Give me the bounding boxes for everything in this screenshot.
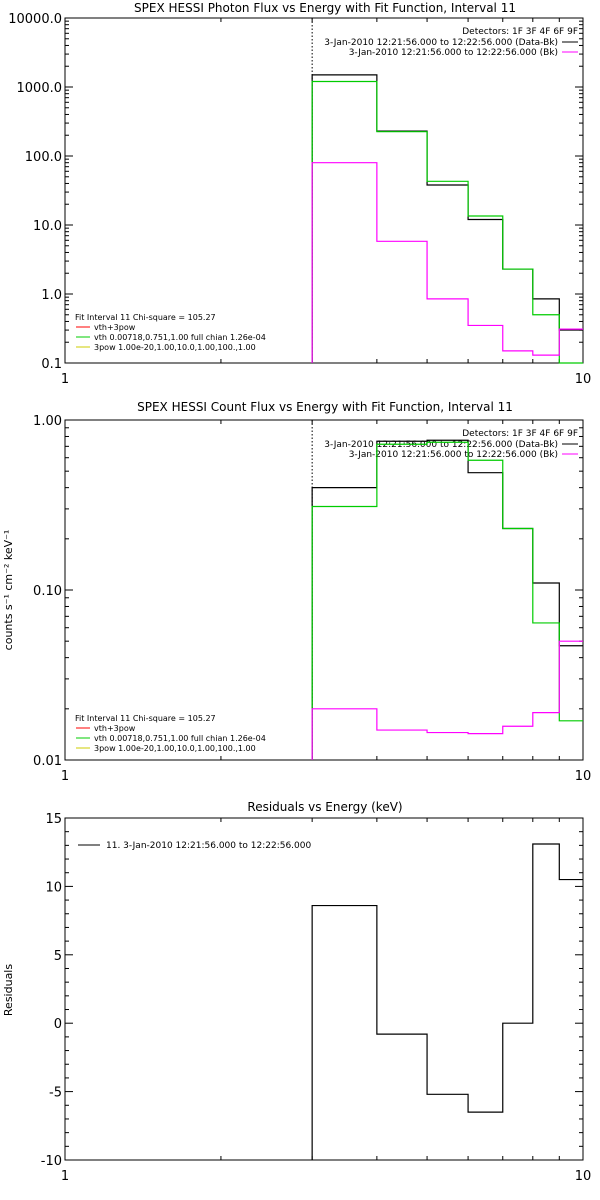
count-y-tick-label: 0.10: [33, 584, 62, 599]
photon-y-tick-label: 1.0: [41, 288, 62, 303]
photon-fit-line-3: 3pow 1.00e-20,1.00,10.0,1.00,100.,1.00: [94, 343, 256, 352]
photon-y-tick-label: 1000.0: [17, 81, 63, 96]
count-data-legend-label: 3-Jan-2010 12:21:56.000 to 12:22:56.000 …: [324, 440, 558, 450]
series-data-bk-line: [311, 74, 583, 363]
count-series-group: [311, 439, 583, 760]
photon-y-tick-label: 10.0: [33, 219, 62, 234]
count-flux-panel: SPEX HESSI Count Flux vs Energy with Fit…: [2, 400, 591, 784]
count-x-tick-label: 10: [575, 769, 592, 784]
residuals-legend-label: 11. 3-Jan-2010 12:21:56.000 to 12:22:56.…: [106, 841, 311, 851]
count-y-tick-label: 0.01: [33, 754, 62, 769]
photon-flux-panel: SPEX HESSI Photon Flux vs Energy with Fi…: [8, 1, 591, 387]
photon-y-axis: 0.1 1.0 10.0 100.0 1000.0 10000.0: [8, 12, 583, 372]
residuals-y-tick-label: 0: [54, 1017, 62, 1032]
count-bk-legend-label: 3-Jan-2010 12:21:56.000 to 12:22:56.000 …: [349, 450, 558, 460]
photon-series-group: [311, 74, 583, 364]
count-x-axis: 1 10: [61, 420, 591, 784]
photon-x-axis: 1 10: [61, 18, 591, 387]
residuals-y-axis: -10 -5 0 5 10 15: [41, 812, 583, 1169]
photon-fit-line-1: vth+3pow: [94, 323, 136, 332]
count-detectors-label: Detectors: 1F 3F 4F 6F 9F: [462, 429, 578, 439]
residuals-step-line: [311, 843, 583, 1160]
count-fit-title: Fit Interval 11 Chi-square = 105.27: [75, 714, 216, 723]
residuals-y-tick-label: 5: [54, 949, 62, 964]
residuals-y-tick-label: -5: [49, 1086, 62, 1101]
count-y-axis: 0.01 0.10 1.00: [33, 414, 583, 769]
photon-detectors-label: Detectors: 1F 3F 4F 6F 9F: [462, 27, 578, 37]
residuals-plot-frame: [64, 817, 584, 1161]
photon-y-tick-label: 10000.0: [8, 12, 62, 27]
count-y-axis-label: counts s⁻¹ cm⁻² keV⁻¹: [2, 530, 15, 651]
photon-fit-line-2: vth 0.00718,0.751,1.00 full chian 1.26e-…: [94, 333, 266, 342]
residuals-y-tick-label: -10: [41, 1154, 62, 1169]
series-vth-line: [311, 80, 583, 364]
series-vth-line: [311, 441, 583, 760]
residuals-x-axis: 1 10: [61, 818, 591, 1184]
photon-x-tick-label: 10: [575, 372, 592, 387]
residuals-y-tick-label: 10: [45, 880, 62, 895]
count-fit-line-3: 3pow 1.00e-20,1.00,10.0,1.00,100.,1.00: [94, 744, 256, 753]
residuals-chart-title: Residuals vs Energy (keV): [247, 800, 402, 814]
count-fit-line-1: vth+3pow: [94, 724, 136, 733]
count-y-tick-label: 1.00: [33, 414, 62, 429]
count-chart-title: SPEX HESSI Count Flux vs Energy with Fit…: [137, 400, 513, 414]
photon-x-tick-label: 1: [61, 372, 69, 387]
count-x-tick-label: 1: [61, 769, 69, 784]
residuals-y-axis-label: Residuals: [2, 964, 15, 1016]
series-bk-line: [311, 640, 583, 760]
photon-bk-legend-label: 3-Jan-2010 12:21:56.000 to 12:22:56.000 …: [349, 48, 558, 58]
series-bk-line: [311, 162, 583, 363]
residuals-series-group: [311, 843, 583, 1160]
count-fit-line-2: vth 0.00718,0.751,1.00 full chian 1.26e-…: [94, 734, 266, 743]
photon-y-tick-label: 100.0: [25, 150, 62, 165]
residuals-y-tick-label: 15: [45, 812, 62, 827]
photon-plot-frame: [64, 17, 584, 364]
photon-fit-title: Fit Interval 11 Chi-square = 105.27: [75, 313, 216, 322]
photon-y-tick-label: 0.1: [41, 357, 62, 372]
photon-chart-title: SPEX HESSI Photon Flux vs Energy with Fi…: [134, 1, 516, 15]
residuals-x-tick-label: 1: [61, 1169, 69, 1184]
residuals-x-tick-label: 10: [575, 1169, 592, 1184]
photon-data-legend-label: 3-Jan-2010 12:21:56.000 to 12:22:56.000 …: [324, 38, 558, 48]
